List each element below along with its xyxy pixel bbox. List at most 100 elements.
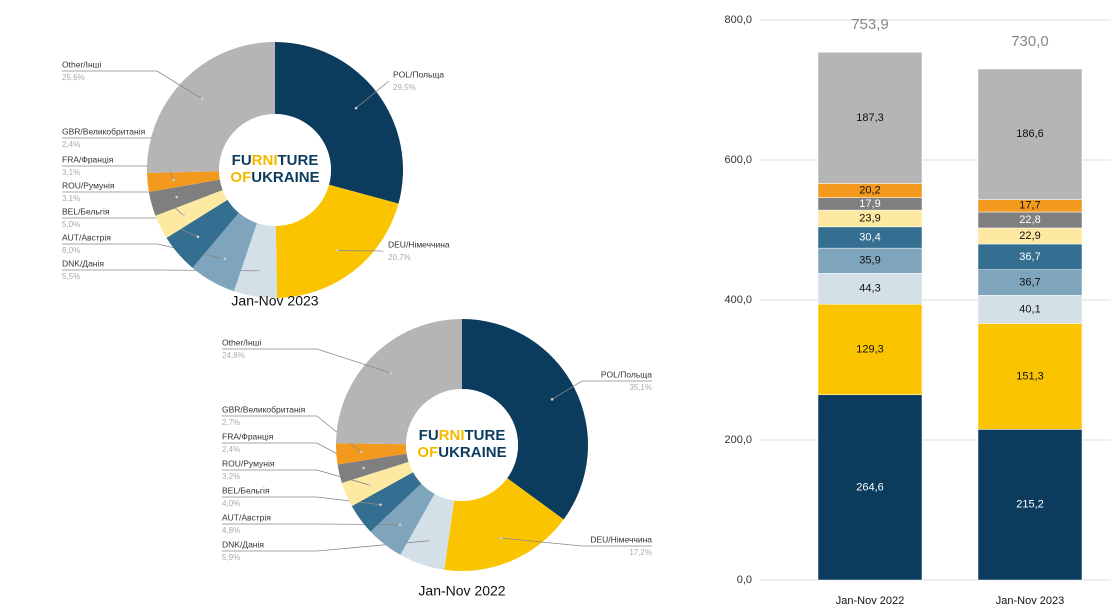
slice-percent: 2,4% [62,140,80,149]
slice-percent: 17,2% [629,548,652,557]
leader-dot [196,235,200,239]
donut-slice [337,453,409,483]
slice-percent: 5,5% [62,272,80,281]
slice-label: BEL/Бельгія [62,206,110,216]
leader-dot [223,257,227,261]
slice-label: Other/Інші [222,337,261,347]
leader-dot [362,466,365,470]
slice-label: BEL/Бельгія [222,485,270,495]
bar-value-label: 36,7 [1019,276,1040,288]
donut-slice [148,179,223,216]
bar-value-label: 187,3 [856,112,884,124]
slice-percent: 6,0% [62,246,80,255]
logo-part: UKRAINE [251,169,319,186]
donut-hole [219,114,331,226]
logo-part: FU [232,152,252,169]
y-tick-label: 400,0 [724,294,752,306]
donut-slice [147,171,220,193]
leader-dot [200,97,204,101]
leader-line [62,70,203,100]
slice-percent: 24,8% [222,351,245,360]
donut-slice [444,478,564,571]
leader-dot [354,106,358,110]
bar-segment [977,429,1083,581]
slice-label: DNK/Данія [222,539,264,549]
bar-value-label: 151,3 [1016,370,1044,382]
bar-value-label: 22,9 [1019,230,1040,242]
bar-segment [977,269,1083,296]
leader-line [551,380,652,400]
bar-value-label: 23,9 [859,212,880,224]
leader-line [222,348,392,374]
donut-slice [336,443,407,465]
bar-value-label: 35,9 [859,255,880,267]
leader-dot [398,523,402,526]
leader-dot [257,269,261,273]
leader-dot [359,450,363,454]
donut-slice [275,42,404,204]
logo-part: OF [417,444,438,461]
bar-value-label: 40,1 [1019,303,1040,315]
bar-value-label: 215,2 [1016,499,1044,511]
leader-dot [499,536,503,540]
leader-line [355,80,390,109]
slice-percent: 29,5% [393,83,416,92]
slice-label: FRA/Франція [222,431,274,441]
chart-title: Jan-Nov 2022 [418,583,505,599]
leader-dot [336,249,339,252]
y-tick-label: 200,0 [724,434,752,446]
y-tick-label: 0,0 [737,574,752,586]
bar-segment [977,68,1083,200]
slice-percent: 4,8% [222,526,240,535]
slice-label: DEU/Німеччина [388,239,450,249]
donut-slice [192,212,258,292]
bar-segment [977,243,1083,270]
bar-segment [977,323,1083,430]
bar-value-label: 17,7 [1019,200,1040,212]
donut-slice [462,319,588,520]
logo-part: TURE [465,427,506,444]
slice-label: AUT/Австрія [222,512,271,522]
bar-segment [817,52,923,184]
bar-value-label: 22,8 [1019,214,1040,226]
donut-slice [351,472,422,532]
leader-line [222,496,381,506]
slice-label: POL/Польща [601,369,652,379]
leader-line [501,537,652,547]
bar-value-label: 36,7 [1019,251,1040,263]
x-tick-label: Jan-Nov 2023 [996,595,1065,607]
donut-slice [147,42,275,173]
bar-value-label: 20,2 [859,184,880,196]
leader-dot [172,178,175,182]
slice-percent: 2,7% [222,418,240,427]
leader-dot [550,398,554,401]
slice-percent: 20,7% [388,253,411,262]
logo-part: OF [230,169,251,186]
bar-segment [817,273,923,305]
slice-label: AUT/Австрія [62,232,111,242]
donut-slice [233,223,277,298]
slice-percent: 3,1% [62,194,80,203]
leader-dot [389,371,393,375]
slice-percent: 35,1% [629,383,652,392]
slice-percent: 4,0% [222,499,240,508]
y-tick-label: 800,0 [724,14,752,26]
y-tick-label: 600,0 [724,154,752,166]
bar-value-label: 186,6 [1016,128,1044,140]
slice-label: Other/Інші [62,59,101,69]
donut-slice [155,190,228,238]
bar-segment [817,394,923,581]
donut-slice [336,319,462,445]
donut-slice [166,199,239,268]
bar-value-label: 264,6 [856,481,884,493]
chart-title: Jan-Nov 2023 [231,293,318,309]
logo-part: RNI [439,427,465,444]
slice-percent: 5,9% [222,553,240,562]
leader-dot [367,483,371,487]
bar-total-label: 753,9 [851,16,889,33]
logo-bottom: OFUKRAINE [417,444,506,461]
bar-total-label: 730,0 [1011,33,1049,50]
leader-dot [175,195,178,199]
leader-line [222,469,370,486]
donut-hole [406,389,518,501]
